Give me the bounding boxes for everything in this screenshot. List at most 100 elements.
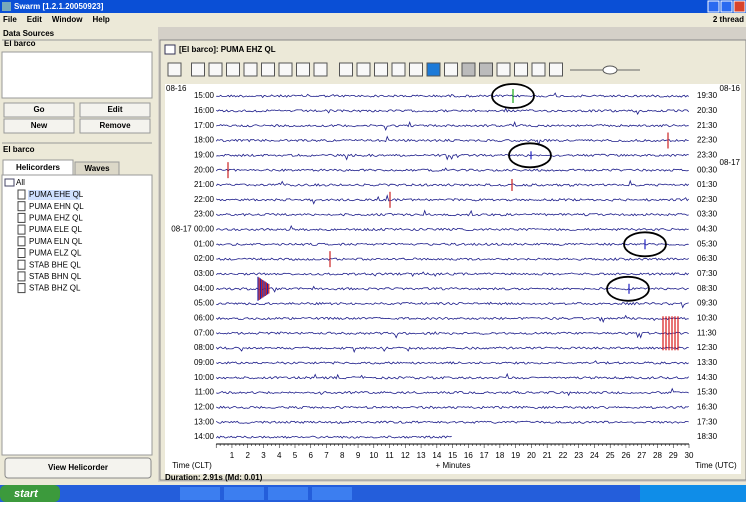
tree-item[interactable]: PUMA ELN QL (29, 237, 83, 246)
button[interactable] (79, 118, 151, 134)
right-time: 18:30 (697, 432, 718, 441)
menu-item[interactable]: Edit (27, 15, 42, 24)
task[interactable] (312, 487, 352, 500)
tray (640, 485, 746, 502)
tool-button[interactable] (479, 62, 493, 77)
x-tick-label: 14 (432, 451, 441, 460)
tree-item[interactable]: STAB BHN QL (29, 272, 82, 281)
left-time: 02:00 (194, 254, 215, 263)
trace (216, 153, 689, 161)
button[interactable] (3, 102, 75, 118)
right-time: 01:30 (697, 180, 718, 189)
tool-button[interactable] (356, 62, 371, 77)
tool-button[interactable] (531, 62, 546, 77)
close-button[interactable] (733, 0, 746, 13)
file-icon (17, 212, 26, 223)
trace (215, 420, 689, 424)
x-right-label: Time (UTC) (695, 461, 737, 470)
tool-button[interactable] (444, 62, 458, 77)
app-icon (2, 2, 11, 11)
right-time: 09:30 (697, 299, 718, 308)
x-tick-label: 6 (309, 451, 314, 460)
left-time: 04:00 (194, 284, 215, 293)
frame-icon (164, 44, 176, 55)
button[interactable] (79, 102, 151, 118)
tool-button[interactable] (514, 62, 528, 77)
tool-button[interactable] (549, 62, 563, 77)
task[interactable] (224, 487, 264, 500)
button-label: Remove (99, 121, 131, 130)
tree-item[interactable]: STAB BHZ QL (29, 284, 81, 293)
tool-button[interactable] (243, 62, 258, 77)
task[interactable] (268, 487, 308, 500)
tool-button[interactable] (208, 62, 223, 77)
left-time: 14:00 (194, 432, 215, 441)
folder-icon (4, 178, 15, 187)
right-time: 00:30 (697, 165, 718, 174)
trace (215, 346, 689, 353)
helicorder-plot: 08-16 15:00 16:00 17:00 18:00 19:00 20:00 21:00… (166, 83, 741, 470)
tab-label: Waves (84, 164, 110, 173)
tree-item[interactable]: STAB BHE QL (29, 260, 81, 269)
selection (28, 190, 80, 200)
x-tick-label: 16 (464, 451, 473, 460)
tree-item[interactable]: PUMA EHE QL (29, 190, 84, 199)
task[interactable] (180, 487, 220, 500)
x-tick-label: 20 (527, 451, 536, 460)
tool-button[interactable] (374, 62, 388, 77)
buttons: Go Edit New Remove (3, 102, 151, 134)
left-time: 01:00 (194, 239, 215, 248)
tool-button[interactable] (167, 62, 182, 77)
file-icon (17, 236, 26, 247)
tool-button[interactable] (261, 62, 275, 77)
left-time: 03:00 (194, 269, 215, 278)
minimize-button[interactable] (707, 0, 720, 13)
tool-button[interactable] (296, 62, 310, 77)
file-icon (17, 189, 26, 200)
view-button[interactable] (4, 457, 152, 479)
start-button[interactable] (0, 485, 60, 502)
tool-button[interactable] (191, 62, 205, 77)
tree-item[interactable]: PUMA EHN QL (29, 202, 84, 211)
panel-header: El barco (3, 145, 35, 154)
right-time: 19:30 (697, 91, 718, 100)
tree-item[interactable]: PUMA ELZ QL (29, 249, 82, 258)
right-date: 08-17 (720, 158, 741, 167)
left-time: 07:00 (194, 328, 215, 337)
x-tick-label: 21 (543, 451, 552, 460)
tool-button[interactable] (339, 62, 353, 77)
tool-button[interactable] (313, 62, 328, 77)
tool-button[interactable] (391, 62, 406, 77)
x-tick-label: 29 (669, 451, 678, 460)
highlight-circle (623, 231, 667, 258)
source-item[interactable]: El barco (4, 39, 36, 48)
x-tick-label: 19 (511, 451, 520, 460)
left-time: 23:00 (194, 210, 215, 219)
x-tick-label: 1 (230, 451, 235, 460)
maximize-button[interactable] (720, 0, 733, 13)
tree-root[interactable]: All (16, 178, 25, 187)
tool-button[interactable] (496, 62, 511, 77)
file-icon (17, 201, 26, 212)
tree-item[interactable]: PUMA EHZ QL (29, 214, 83, 223)
menu-item[interactable]: File (3, 15, 17, 24)
menu-item[interactable]: Window (52, 15, 83, 24)
left-time: 18:00 (194, 136, 215, 145)
slider-knob[interactable] (602, 65, 618, 75)
left-time: 08-17 00:00 (171, 225, 214, 234)
right-time: 13:30 (697, 358, 718, 367)
tool-button[interactable] (278, 62, 293, 77)
x-tick-label: 2 (245, 451, 250, 460)
tool-button[interactable] (461, 62, 476, 77)
button[interactable] (3, 118, 75, 134)
tree-item[interactable]: PUMA ELE QL (29, 225, 82, 234)
start-label: start (14, 488, 39, 500)
tree-items: PUMA EHE QL PUMA EHN QL PUMA EHZ QL PUMA EL… (17, 189, 84, 294)
trace (216, 107, 689, 116)
tool-button[interactable] (426, 62, 441, 77)
menu-item[interactable]: Help (92, 15, 109, 24)
tool-button[interactable] (226, 62, 240, 77)
frame-title: [El barco]: PUMA EHZ QL (179, 45, 276, 54)
tool-button[interactable] (409, 62, 423, 77)
left-time: 19:00 (194, 150, 215, 159)
